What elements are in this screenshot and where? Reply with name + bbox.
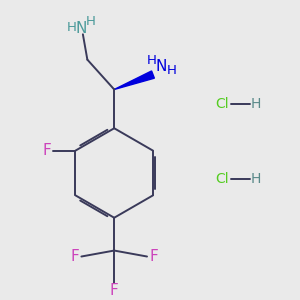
Text: H: H	[251, 172, 261, 186]
Text: Cl: Cl	[215, 98, 228, 111]
Text: H: H	[251, 98, 261, 111]
Text: N: N	[155, 59, 167, 74]
Text: H: H	[147, 54, 157, 67]
Text: F: F	[110, 283, 118, 298]
Text: F: F	[149, 249, 158, 264]
Text: N: N	[76, 21, 87, 36]
Text: Cl: Cl	[215, 172, 228, 186]
Text: H: H	[167, 64, 177, 76]
Polygon shape	[114, 71, 154, 89]
Text: H: H	[85, 15, 95, 28]
Text: H: H	[67, 21, 76, 34]
Text: F: F	[42, 143, 51, 158]
Text: F: F	[70, 249, 79, 264]
